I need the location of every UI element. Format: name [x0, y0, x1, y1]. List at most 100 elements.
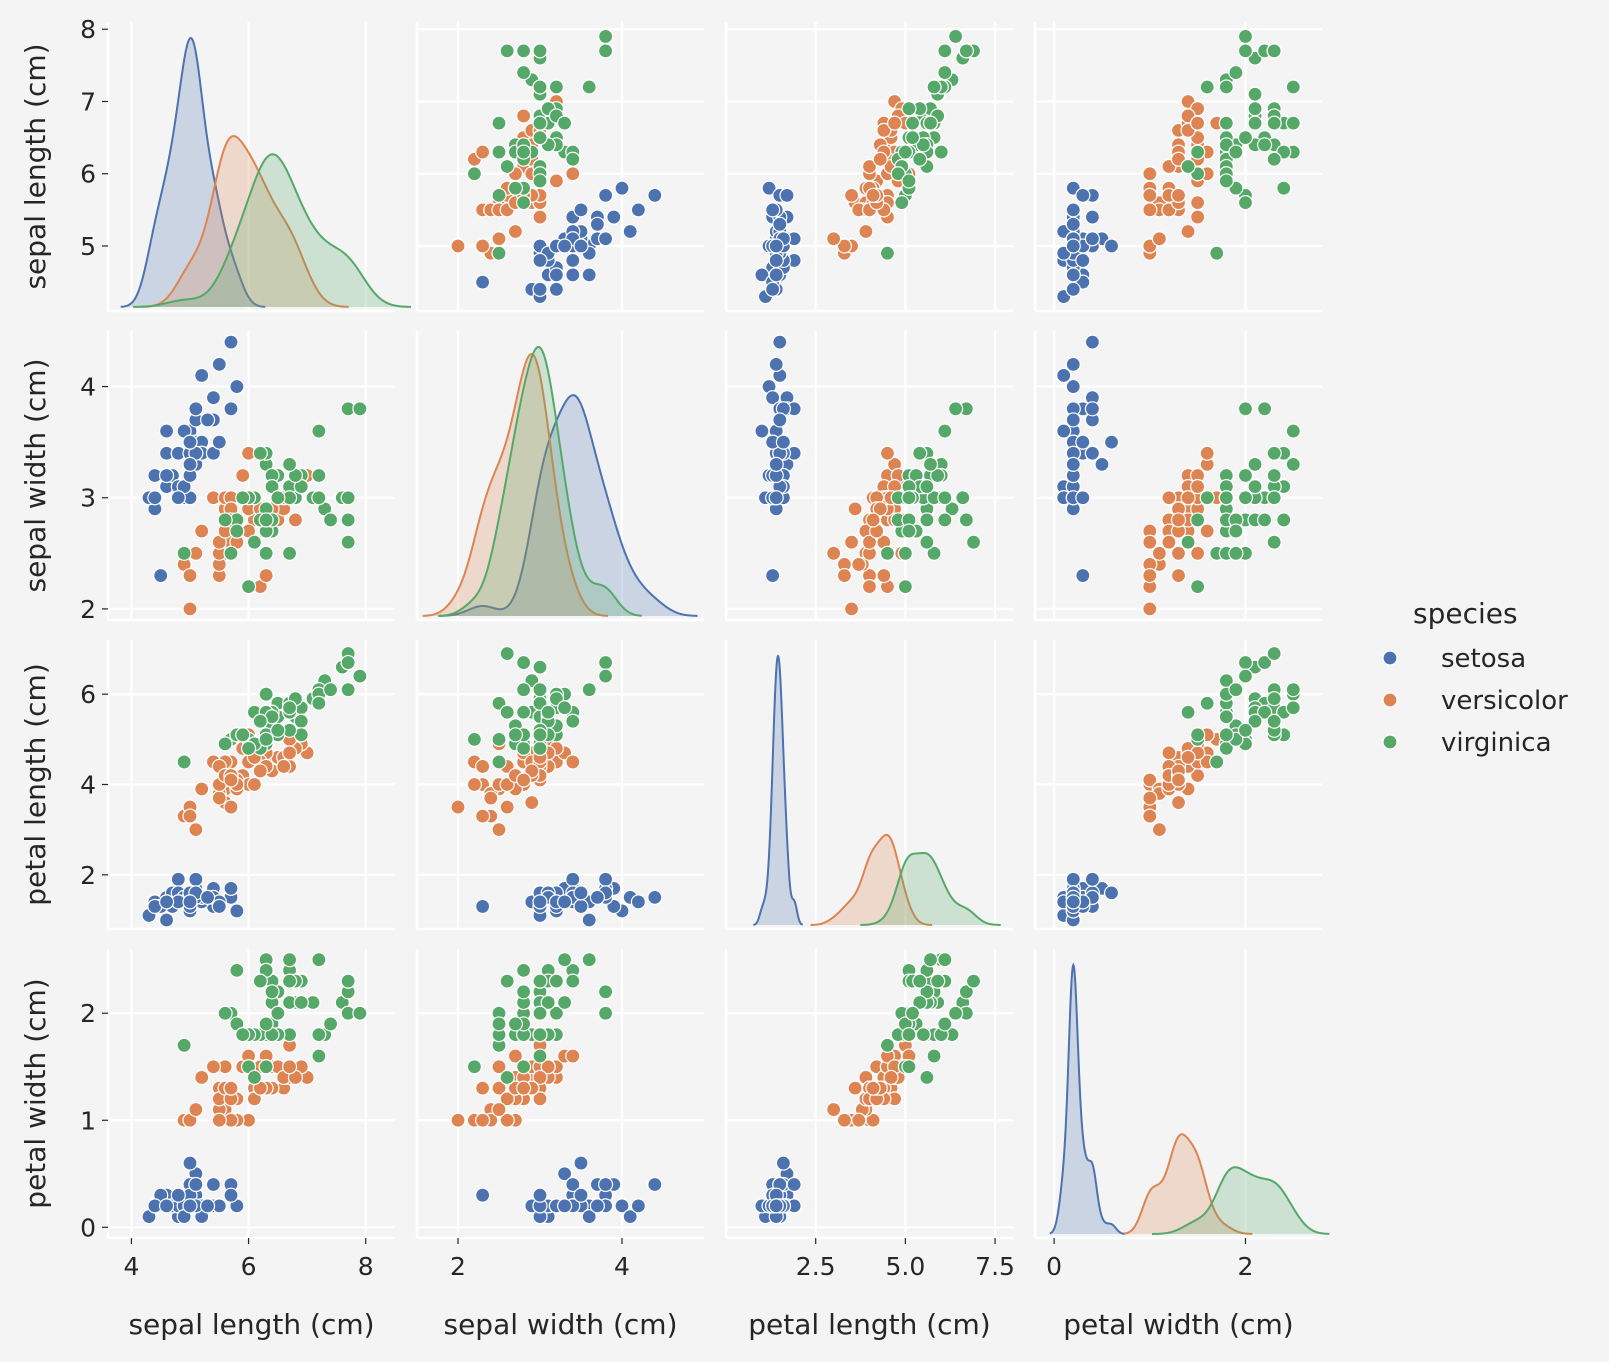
- data-point-virginica: [499, 158, 515, 175]
- data-point-setosa: [606, 209, 622, 225]
- data-point-virginica: [1247, 713, 1263, 729]
- panel-sepal-width-vs-petal-width: [1033, 331, 1322, 622]
- data-point-setosa: [1065, 216, 1081, 232]
- data-point-virginica: [919, 512, 935, 528]
- data-point-setosa: [1084, 445, 1101, 461]
- data-point-versicolor: [466, 776, 482, 793]
- data-point-virginica: [240, 740, 257, 756]
- data-point-virginica: [1199, 695, 1215, 711]
- panel-sepal-width-vs-sepal-length: [106, 331, 395, 622]
- kde-line-virginica: [133, 153, 411, 308]
- data-point-versicolor: [879, 445, 896, 461]
- legend-label-virginica: virginica: [1441, 728, 1552, 758]
- data-point-virginica: [311, 423, 327, 439]
- data-point-versicolor: [872, 501, 888, 517]
- data-point-setosa: [556, 238, 573, 254]
- data-point-setosa: [772, 412, 788, 428]
- data-point-virginica: [515, 195, 532, 211]
- data-point-setosa: [622, 1208, 638, 1225]
- data-point-setosa: [565, 267, 581, 283]
- data-point-versicolor: [524, 794, 540, 811]
- data-point-virginica: [532, 1048, 548, 1064]
- data-point-virginica: [897, 144, 913, 160]
- data-point-virginica: [246, 1069, 263, 1086]
- data-point-virginica: [532, 115, 548, 131]
- data-point-virginica: [532, 130, 548, 146]
- data-point-virginica: [322, 1016, 339, 1032]
- data-point-versicolor: [1170, 567, 1187, 584]
- data-point-setosa: [573, 238, 589, 254]
- data-point-versicolor: [887, 115, 903, 131]
- data-point-setosa: [630, 894, 647, 910]
- data-point-virginica: [311, 490, 327, 506]
- data-point-virginica: [919, 984, 935, 1000]
- data-point-virginica: [176, 1037, 192, 1053]
- data-point-versicolor: [475, 1112, 491, 1128]
- data-point-setosa: [182, 1155, 198, 1171]
- data-point-versicolor: [851, 1112, 867, 1128]
- data-point-versicolor: [1142, 772, 1158, 788]
- data-point-setosa: [199, 1198, 216, 1214]
- kde-line-setosa: [1049, 962, 1126, 1235]
- data-point-virginica: [229, 523, 245, 539]
- data-point-versicolor: [1180, 223, 1196, 240]
- data-point-virginica: [532, 79, 548, 95]
- data-point-virginica: [597, 1005, 614, 1021]
- data-point-versicolor: [475, 238, 491, 254]
- data-point-versicolor: [235, 467, 251, 484]
- data-point-setosa: [1103, 885, 1120, 901]
- data-point-setosa: [1075, 187, 1091, 203]
- data-point-setosa: [1084, 231, 1101, 247]
- data-point-virginica: [937, 490, 953, 506]
- data-point-versicolor: [205, 1059, 222, 1075]
- y-tick-label: 0: [80, 1213, 96, 1242]
- data-point-setosa: [158, 467, 175, 484]
- data-point-versicolor: [1142, 202, 1158, 218]
- data-point-setosa: [1075, 490, 1091, 506]
- data-point-virginica: [1266, 151, 1282, 167]
- data-point-virginica: [352, 1005, 368, 1021]
- data-point-setosa: [1065, 871, 1081, 887]
- kde-line-versicolor: [810, 833, 933, 926]
- data-point-setosa: [1065, 281, 1081, 297]
- data-point-virginica: [340, 490, 356, 506]
- data-point-virginica: [904, 1005, 921, 1021]
- data-point-virginica: [258, 731, 274, 747]
- data-point-virginica: [507, 1016, 524, 1032]
- data-point-setosa: [589, 889, 606, 905]
- data-point-virginica: [1285, 423, 1301, 439]
- data-point-virginica: [223, 545, 239, 561]
- data-point-versicolor: [507, 1048, 524, 1064]
- data-point-versicolor: [211, 790, 227, 806]
- data-point-virginica: [235, 727, 251, 743]
- data-point-virginica: [1256, 704, 1273, 720]
- data-point-virginica: [1237, 668, 1254, 684]
- data-point-virginica: [322, 682, 339, 698]
- data-point-virginica: [1256, 137, 1273, 153]
- data-point-setosa: [170, 490, 186, 506]
- data-point-setosa: [786, 1176, 802, 1193]
- data-point-virginica: [944, 501, 960, 517]
- data-point-versicolor: [861, 158, 878, 175]
- y-tick-label: 4: [80, 771, 96, 800]
- data-point-virginica: [912, 151, 928, 167]
- data-point-versicolor: [1190, 209, 1206, 225]
- data-point-versicolor: [491, 1101, 507, 1118]
- data-point-versicolor: [847, 501, 863, 517]
- data-point-virginica: [904, 130, 921, 146]
- data-point-versicolor: [1190, 115, 1206, 131]
- data-point-setosa: [1075, 567, 1091, 584]
- data-point-virginica: [340, 534, 356, 550]
- data-point-versicolor: [515, 1080, 532, 1096]
- data-point-setosa: [475, 274, 491, 290]
- data-point-virginica: [532, 1005, 548, 1021]
- data-point-setosa: [581, 912, 597, 928]
- data-point-virginica: [912, 445, 928, 461]
- x-axis-label: petal length (cm): [748, 1308, 990, 1341]
- data-point-virginica: [597, 984, 614, 1000]
- data-point-virginica: [352, 668, 368, 684]
- y-axis-label: sepal width (cm): [19, 358, 52, 592]
- x-tick-label: 8: [358, 1252, 374, 1281]
- y-tick-label: 6: [80, 160, 96, 189]
